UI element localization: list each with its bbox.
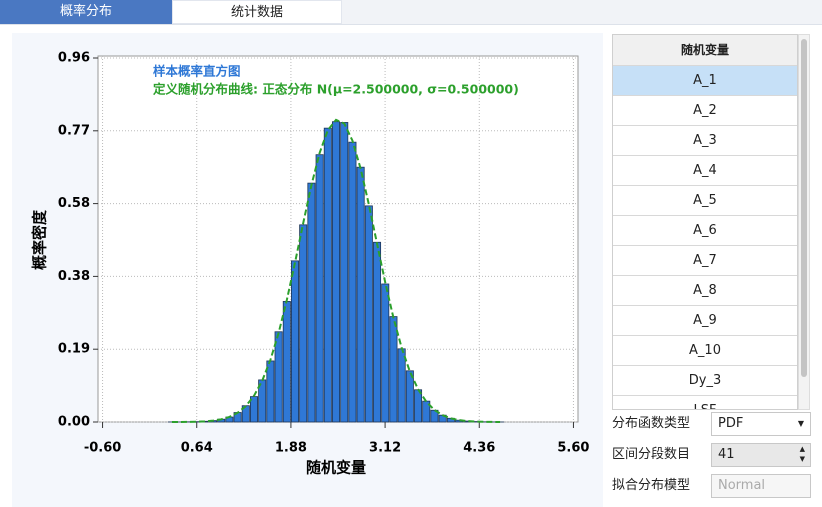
histogram-bar xyxy=(430,409,439,423)
list-header: 随机变量 xyxy=(613,35,797,66)
text-field-disabled: Normal xyxy=(711,474,811,498)
histogram-bar xyxy=(299,224,308,423)
y-tick-label: 0.00 xyxy=(58,415,90,430)
spinbox[interactable]: 41 ▲ ▼ xyxy=(711,443,811,467)
tab-active[interactable]: 概率分布 xyxy=(0,0,172,24)
tab[interactable]: 统计数据 xyxy=(172,0,342,24)
scrollbar[interactable] xyxy=(798,34,810,410)
y-tick-label: 0.19 xyxy=(58,342,90,357)
histogram-bar xyxy=(356,166,365,423)
histogram-bar xyxy=(381,283,390,423)
control-label: 分布函数类型 xyxy=(612,416,691,431)
list-item[interactable]: A_9 xyxy=(613,306,797,336)
x-tick-label: 4.36 xyxy=(463,441,495,456)
histogram-bar xyxy=(397,348,406,423)
variable-list: 随机变量 A_1 A_2 A_3 A_4 A_5 A_6 A_7 A_8 A_9 A_10 Dy_3… xyxy=(612,34,798,410)
histogram-bar xyxy=(307,182,316,423)
list-item[interactable]: LSF xyxy=(613,396,797,409)
histogram-bar xyxy=(291,260,300,423)
histogram-bar xyxy=(340,122,349,423)
y-tick-label: 0.96 xyxy=(58,51,90,66)
histogram-bar xyxy=(274,331,283,423)
dropdown-arrow: ▼ xyxy=(797,419,804,428)
y-axis-label: 概率密度 xyxy=(31,209,49,270)
spin-arrows: ▲ ▼ xyxy=(799,445,805,463)
list-item[interactable]: A_5 xyxy=(613,186,797,216)
scroll-thumb[interactable] xyxy=(801,39,807,377)
y-tick-label: 0.77 xyxy=(58,123,90,138)
x-tick-label: 5.60 xyxy=(557,441,589,456)
x-tick-label: 3.12 xyxy=(369,441,401,456)
legend-label: 样本概率直方图 xyxy=(153,64,241,79)
list-item[interactable]: A_4 xyxy=(613,156,797,186)
histogram-bar xyxy=(414,389,423,423)
list-item[interactable]: A_8 xyxy=(613,276,797,306)
curve xyxy=(171,118,501,423)
list-item[interactable]: Dy_3 xyxy=(613,366,797,396)
spinbox-value: 41 xyxy=(718,447,735,462)
list-item[interactable]: A_2 xyxy=(613,96,797,126)
list-item[interactable]: A_10 xyxy=(613,336,797,366)
chart: 随机变量 概率密度 0.00 0.19 0.38 0.58 0.77 0.96 -0.60 0… xyxy=(12,33,603,507)
histogram-bar xyxy=(348,141,357,423)
list-item[interactable]: A_6 xyxy=(613,216,797,246)
histogram-bar xyxy=(389,316,398,423)
histogram-bar xyxy=(241,405,250,423)
select[interactable]: PDF ▼ xyxy=(711,412,811,436)
select-value: PDF xyxy=(718,416,744,431)
x-axis-label: 随机变量 xyxy=(306,459,366,477)
list-item[interactable]: A_7 xyxy=(613,246,797,276)
histogram-bar xyxy=(323,127,332,423)
histogram-bar xyxy=(332,121,341,423)
control-label: 拟合分布模型 xyxy=(612,478,691,493)
y-tick-label: 0.38 xyxy=(58,269,90,284)
x-tick-label: 1.88 xyxy=(275,441,307,456)
histogram-bar xyxy=(315,154,324,423)
control-label: 区间分段数目 xyxy=(612,447,691,462)
x-tick-label: -0.60 xyxy=(84,441,121,456)
histogram-bar xyxy=(405,370,414,423)
x-tick-label: 0.64 xyxy=(181,441,213,456)
histogram-bar xyxy=(373,241,382,423)
histogram-bar xyxy=(266,360,275,423)
y-tick-label: 0.58 xyxy=(58,196,90,211)
legend-label: 定义随机分布曲线: 正态分布 N(μ=2.500000, σ=0.500000) xyxy=(152,82,519,97)
histogram-bar xyxy=(364,205,373,423)
histogram-bar xyxy=(282,301,291,423)
list-item[interactable]: A_3 xyxy=(613,126,797,156)
list-item[interactable]: A_1 xyxy=(613,66,797,96)
